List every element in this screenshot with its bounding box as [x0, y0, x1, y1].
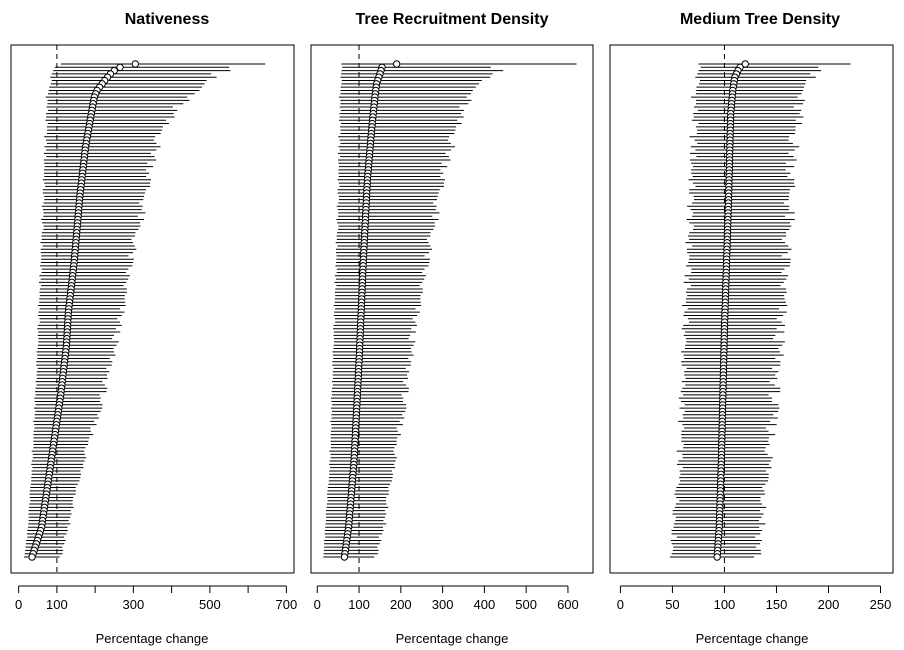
- plot-frame: [609, 44, 894, 574]
- estimate-point: [741, 60, 749, 68]
- estimate-point: [340, 553, 349, 561]
- x-axis-label: Percentage change: [396, 631, 509, 646]
- panel-1: Nativeness 0 100 300 500 700 Percentage change: [10, 11, 297, 646]
- x-tick-label: 300: [123, 597, 145, 612]
- x-tick-label: 500: [199, 597, 221, 612]
- x-tick-label: 200: [818, 597, 840, 612]
- x-tick-label: 250: [870, 597, 892, 612]
- interval-lines: [669, 63, 851, 558]
- x-tick-label: 50: [665, 597, 679, 612]
- x-tick-label: 100: [714, 597, 736, 612]
- x-tick-label: 0: [15, 597, 22, 612]
- x-tick-label: 400: [474, 597, 496, 612]
- estimate-point: [392, 60, 401, 68]
- x-tick-label: 100: [348, 597, 370, 612]
- estimate-points: [28, 60, 139, 561]
- x-tick-label: 300: [432, 597, 454, 612]
- interval-lines: [24, 63, 266, 558]
- x-tick-label: 100: [46, 597, 68, 612]
- plot-frame: [310, 44, 594, 574]
- panel-title: Tree Recruitment Density: [356, 11, 549, 28]
- estimate-points: [713, 60, 749, 561]
- estimate-points: [340, 60, 401, 561]
- x-tick-label: 500: [515, 597, 537, 612]
- x-axis-label: Percentage change: [96, 631, 209, 646]
- x-axis-label: Percentage change: [696, 631, 809, 646]
- estimate-point: [131, 60, 139, 68]
- panel-2: Tree Recruitment Density 0 100 200 300 400 500…: [310, 11, 594, 646]
- x-tick-label: 200: [390, 597, 412, 612]
- interval-lines: [323, 63, 577, 558]
- x-tick-label: 150: [766, 597, 788, 612]
- x-tick-label: 700: [275, 597, 297, 612]
- estimate-point: [28, 553, 36, 561]
- x-tick-label: 0: [617, 597, 624, 612]
- estimate-point: [116, 63, 124, 72]
- estimate-point: [713, 553, 721, 561]
- panel-title: Medium Tree Density: [680, 11, 840, 28]
- x-tick-label: 0: [314, 597, 321, 612]
- x-tick-label: 600: [557, 597, 579, 612]
- panel-3: Medium Tree Density 0 50 100 150 200 250 Percen…: [609, 11, 894, 646]
- panel-title: Nativeness: [125, 11, 210, 28]
- plot-frame: [10, 44, 295, 574]
